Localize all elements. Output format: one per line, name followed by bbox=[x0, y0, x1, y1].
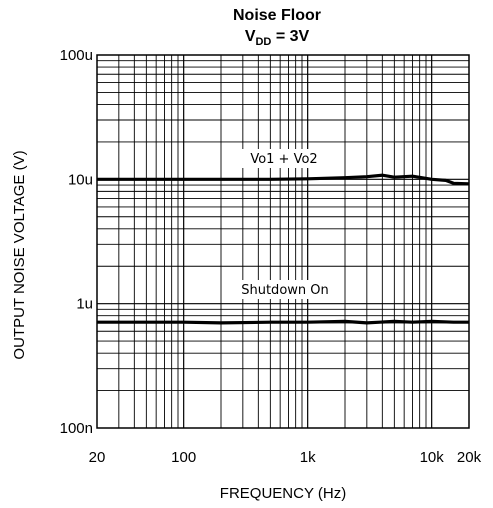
series-label-bg-shutdown bbox=[226, 280, 344, 299]
series-label-vo1-vo2: Vo1 + Vo2 bbox=[250, 152, 317, 167]
x-axis-label: FREQUENCY (Hz) bbox=[220, 485, 346, 502]
series-group bbox=[97, 173, 470, 325]
grid bbox=[97, 55, 469, 428]
x-tick-label: 100 bbox=[171, 449, 196, 466]
series-label-shutdown-on: Shutdown On bbox=[241, 283, 329, 298]
series-line-vo1-vo2 bbox=[97, 173, 470, 186]
chart-title: Noise Floor bbox=[233, 7, 321, 24]
series-line-shutdown-on bbox=[97, 319, 469, 325]
tick-labels: 20 100 1k 10k 20k 100n 1u 10u 100u bbox=[60, 47, 482, 466]
y-axis-label: OUTPUT NOISE VOLTAGE (V) bbox=[11, 150, 28, 359]
x-tick-label: 20 bbox=[89, 449, 106, 466]
x-tick-label: 10k bbox=[420, 449, 445, 466]
y-tick-label: 100n bbox=[60, 420, 93, 437]
x-tick-label: 1k bbox=[300, 449, 316, 466]
series-label-bg-vo1-vo2 bbox=[240, 149, 329, 168]
plot-frame bbox=[96, 54, 470, 429]
y-tick-label: 100u bbox=[60, 47, 93, 64]
chart-subtitle: VDD = 3V bbox=[245, 28, 310, 48]
x-tick-label: 20k bbox=[457, 449, 482, 466]
y-tick-label: 1u bbox=[76, 296, 93, 313]
y-tick-label: 10u bbox=[68, 171, 93, 188]
